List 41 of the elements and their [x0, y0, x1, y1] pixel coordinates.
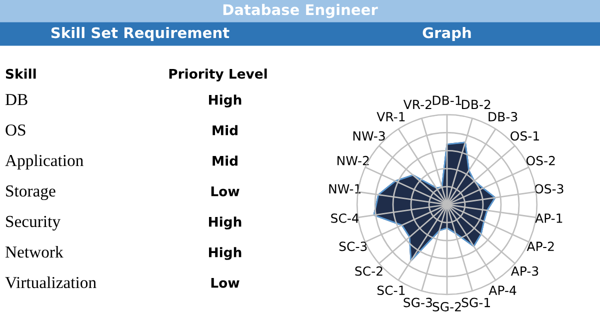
spoke-label: SG-2 [432, 302, 461, 312]
spoke-label: AP-1 [535, 214, 562, 223]
text: Mid [212, 156, 238, 166]
text: Mid [212, 125, 238, 136]
text: High [209, 94, 242, 108]
text: DB [5, 94, 28, 106]
text: Application [5, 154, 84, 170]
spoke-label: DB-1 [432, 96, 462, 105]
spoke-label: OS-3 [534, 184, 564, 194]
spoke-label: DB-2 [462, 100, 490, 110]
text: Network [5, 246, 64, 258]
spoke-label: OS-2 [526, 156, 555, 166]
spoke-label: SC-2 [355, 266, 382, 276]
text: OS [6, 124, 26, 136]
text: High [209, 247, 242, 260]
spoke-label: SC-4 [331, 213, 359, 223]
text: Skill Set Requirement [51, 26, 230, 42]
chart-title: Graph [422, 26, 471, 42]
text: Low [211, 278, 240, 288]
spoke-label: AP-2 [526, 242, 554, 251]
spoke-label: DB-3 [488, 112, 518, 122]
spoke-label: AP-3 [510, 266, 538, 276]
spoke-label: SC-3 [339, 242, 367, 252]
text: Storage [6, 185, 56, 200]
spoke-label: NW-3 [353, 131, 385, 141]
spoke-label: SG-3 [404, 298, 432, 308]
spoke-label: SC-1 [377, 286, 405, 296]
text: High [209, 216, 242, 230]
text: Priority Level [169, 68, 267, 82]
text: Low [211, 186, 240, 196]
spoke-label: NW-2 [338, 156, 369, 166]
text: Security [6, 216, 60, 231]
spoke-label: SG-1 [462, 298, 490, 308]
text: Skill [6, 68, 36, 79]
text: Virtualization [5, 276, 96, 288]
spoke-label: VR-2 [403, 100, 432, 110]
spoke-label: OS-1 [510, 131, 539, 141]
spoke-label: VR-1 [376, 112, 405, 122]
text: Database Engineer [223, 4, 378, 18]
spoke-label: NW-1 [329, 184, 361, 194]
spoke-label: AP-4 [488, 286, 516, 295]
